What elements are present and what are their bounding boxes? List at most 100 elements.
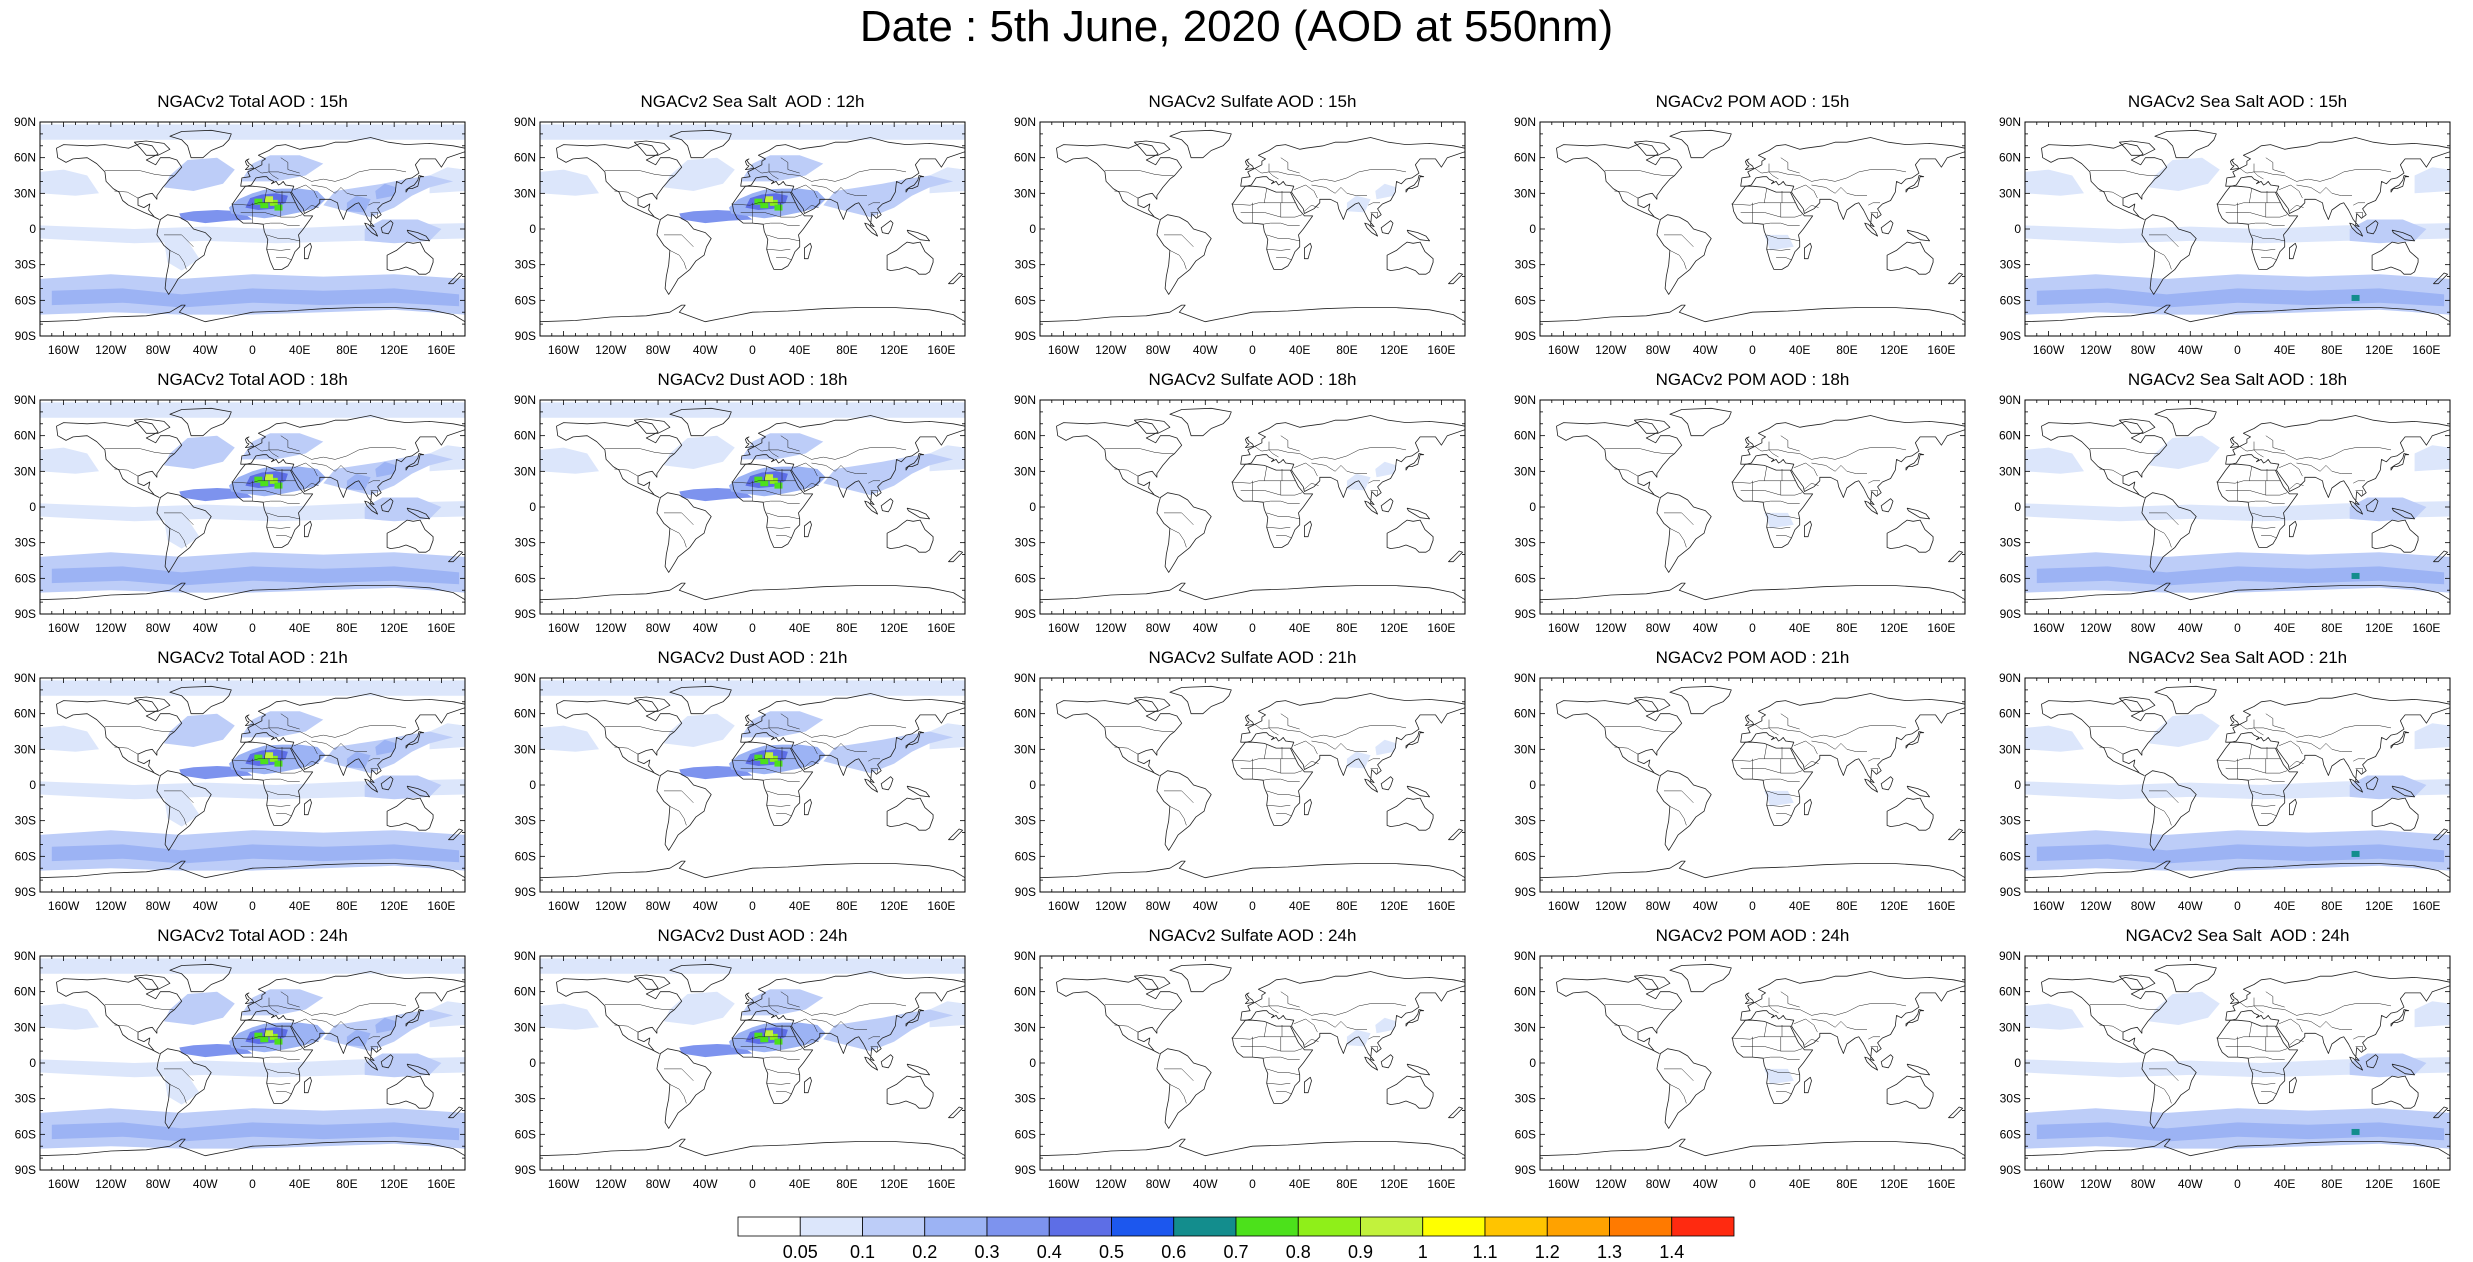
aod-region — [1764, 1068, 1794, 1085]
lat-tick-label: 0 — [2014, 778, 2021, 792]
lon-tick-label: 80E — [1836, 343, 1857, 357]
lon-tick-label: 40W — [1693, 621, 1718, 635]
world-map: 90N 60N 30N 0 30S 60S 90S 160W 120W 80W 40W 0 40E 80E… — [14, 115, 466, 357]
aod-region — [540, 1003, 599, 1030]
aod-shading — [40, 124, 465, 315]
lat-tick-label: 30N — [1514, 186, 1536, 200]
lon-tick-label: 120E — [1880, 1177, 1908, 1191]
lat-tick-label: 30S — [1515, 258, 1536, 272]
lat-tick-label: 60S — [15, 1127, 36, 1141]
lon-tick-label: 40E — [789, 899, 810, 913]
lon-tick-label: 40E — [1789, 1177, 1810, 1191]
aod-hotspot — [760, 1036, 769, 1043]
aod-region — [164, 713, 235, 747]
lon-tick-label: 160W — [1048, 621, 1080, 635]
aod-hotspot — [265, 1030, 274, 1037]
aod-hotspot — [2351, 572, 2360, 579]
aod-region — [1375, 739, 1397, 756]
lat-tick-label: 60S — [2000, 1127, 2021, 1141]
lon-tick-label: 120E — [2365, 899, 2393, 913]
aod-hotspot — [260, 202, 269, 209]
lon-tick-label: 0 — [249, 1177, 256, 1191]
world-map: 90N 60N 30N 0 30S 60S 90S 160W 120W 80W 40W 0 40E 80E… — [1014, 949, 1466, 1191]
lon-tick-label: 160E — [2412, 1177, 2440, 1191]
lon-tick-label: 80E — [836, 899, 857, 913]
lat-tick-label: 60N — [1014, 429, 1036, 443]
lat-tick-label: 60N — [14, 985, 36, 999]
panel-title: NGACv2 Sea Salt AOD : 15h — [2127, 92, 2348, 111]
lat-tick-label: 30N — [14, 1020, 36, 1034]
map-panel: NGACv2 POM AOD : 21h 90N 60N 30N 0 30S 60S 90S 1… — [1500, 646, 2000, 916]
map-frame — [1539, 677, 1966, 893]
lon-tick-label: 120E — [380, 899, 408, 913]
aod-hotspot — [265, 196, 274, 203]
lon-tick-label: 160E — [2412, 621, 2440, 635]
lon-tick-label: 80E — [1836, 621, 1857, 635]
lat-tick-label: 60S — [515, 571, 536, 585]
aod-region — [364, 1053, 442, 1078]
lat-tick-label: 30S — [15, 1092, 36, 1106]
coastlines — [1540, 407, 1965, 614]
lon-tick-label: 120W — [1595, 899, 1627, 913]
coastlines — [540, 963, 965, 1170]
lat-tick-label: 60N — [514, 985, 536, 999]
map-panel: NGACv2 Sea Salt AOD : 15h 90N 60N 30N 0 30S 60… — [1985, 90, 2473, 360]
lon-tick-label: 160W — [1548, 899, 1580, 913]
lon-tick-label: 80E — [2321, 621, 2342, 635]
lon-tick-label: 160E — [1427, 899, 1455, 913]
aod-hotspot — [2351, 294, 2360, 301]
lon-tick-label: 160E — [427, 343, 455, 357]
world-map: 90N 60N 30N 0 30S 60S 90S 160W 120W 80W 40W 0 40E 80E… — [514, 115, 966, 357]
aod-region — [1375, 461, 1397, 478]
lat-tick-label: 90N — [1999, 115, 2021, 129]
lon-tick-label: 0 — [1749, 343, 1756, 357]
map-frame — [1039, 677, 1466, 893]
aod-region — [540, 447, 599, 474]
lat-tick-label: 30S — [15, 258, 36, 272]
aod-region — [2149, 435, 2220, 469]
map-frame — [1039, 121, 1466, 337]
aod-hotspot — [774, 760, 783, 767]
aod-region — [2025, 447, 2084, 474]
lat-tick-label: 60N — [514, 707, 536, 721]
lon-tick-label: 160E — [427, 621, 455, 635]
map-panel: NGACv2 POM AOD : 24h 90N 60N 30N 0 30S 60S 90S 1… — [1500, 924, 2000, 1194]
lat-tick-label: 0 — [529, 778, 536, 792]
lat-tick-label: 0 — [1529, 778, 1536, 792]
lon-tick-label: 160E — [1927, 1177, 1955, 1191]
lon-tick-label: 80E — [1336, 343, 1357, 357]
aod-region — [2414, 167, 2450, 194]
lon-tick-label: 160W — [1548, 1177, 1580, 1191]
lon-tick-label: 160E — [1927, 899, 1955, 913]
lon-tick-label: 160E — [2412, 899, 2440, 913]
aod-region — [1346, 1029, 1371, 1047]
lon-tick-label: 160E — [427, 1177, 455, 1191]
map-frame — [539, 677, 966, 893]
panel-title: NGACv2 Sulfate AOD : 21h — [1148, 648, 1357, 667]
lon-tick-label: 120W — [1095, 899, 1127, 913]
lat-tick-label: 60N — [14, 151, 36, 165]
lat-tick-label: 90N — [1014, 115, 1036, 129]
lon-tick-label: 120E — [2365, 343, 2393, 357]
lon-tick-label: 120E — [1380, 621, 1408, 635]
lat-tick-label: 90S — [2000, 329, 2021, 343]
aod-region — [2025, 169, 2084, 196]
lon-tick-label: 120E — [380, 343, 408, 357]
aod-region — [375, 183, 397, 200]
map-panel: NGACv2 Sulfate AOD : 18h 90N 60N 30N 0 30S 60S… — [1000, 368, 1500, 638]
lon-tick-label: 40W — [193, 899, 218, 913]
lon-tick-label: 120W — [1095, 1177, 1127, 1191]
aod-region — [823, 453, 954, 496]
lat-tick-label: 0 — [529, 500, 536, 514]
panel-title: NGACv2 POM AOD : 21h — [1655, 648, 1850, 667]
lat-tick-label: 90N — [1999, 949, 2021, 963]
lat-tick-label: 30S — [2000, 536, 2021, 550]
aod-region — [2349, 497, 2427, 522]
lon-tick-label: 80E — [336, 1177, 357, 1191]
lat-tick-label: 60N — [1014, 707, 1036, 721]
lat-tick-label: 60N — [1999, 429, 2021, 443]
lon-tick-label: 80E — [336, 343, 357, 357]
aod-region — [1764, 234, 1794, 251]
lat-tick-label: 30N — [1999, 742, 2021, 756]
lon-tick-label: 40W — [693, 899, 718, 913]
